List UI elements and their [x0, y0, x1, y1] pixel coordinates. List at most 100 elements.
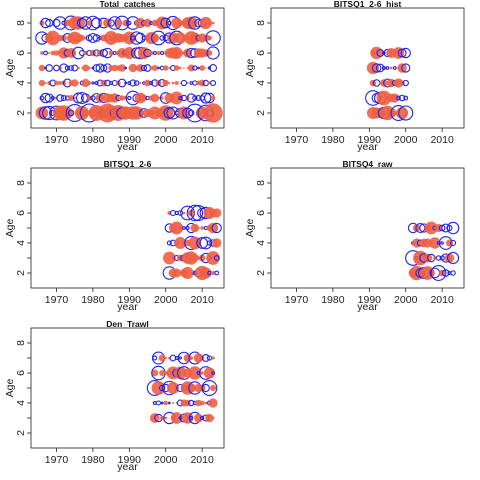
bubble-positive: [163, 65, 169, 71]
bubble-negative: [189, 81, 194, 85]
bubble-positive: [204, 67, 207, 69]
bubble-positive: [211, 21, 215, 25]
bubble-positive: [211, 356, 215, 360]
bubble-positive: [170, 412, 183, 424]
panel-title: Total_catches: [99, 0, 155, 9]
y-tick-label: 6: [255, 50, 267, 56]
bubble-negative: [160, 50, 165, 56]
y-axis-label: Age: [4, 379, 16, 398]
x-tick-label: 1990: [118, 294, 142, 306]
bubbles-2: [162, 204, 222, 281]
x-tick-label: 1990: [118, 454, 142, 466]
bubble-negative: [392, 66, 397, 70]
y-tick-label: 2: [15, 270, 27, 276]
bubble-positive: [150, 93, 160, 103]
bubble-positive: [73, 51, 76, 55]
bubble-negative: [440, 241, 444, 245]
x-tick-label: 2000: [154, 134, 178, 146]
y-tick-label: 4: [15, 400, 27, 406]
bubble-positive: [40, 51, 44, 55]
bubble-positive: [199, 400, 205, 406]
x-axis-label: year: [117, 461, 138, 473]
bubble-negative: [206, 240, 213, 246]
x-tick-label: 1980: [81, 134, 105, 146]
bubble-positive: [200, 226, 204, 230]
bubble-negative: [210, 79, 217, 87]
bubble-positive: [136, 108, 145, 118]
bubble-negative: [201, 380, 218, 396]
bubble-negative: [447, 251, 460, 265]
bubble-positive: [429, 237, 441, 249]
bubble-positive: [128, 63, 138, 73]
y-tick-label: 8: [255, 20, 267, 26]
bubble-positive: [178, 51, 183, 55]
bubble-negative: [371, 63, 382, 73]
bubble-negative: [40, 17, 51, 29]
bubble-positive: [188, 366, 202, 380]
bubble-positive: [82, 109, 89, 117]
x-tick-label: 1980: [81, 454, 105, 466]
x-tick-label: 2000: [394, 294, 418, 306]
bubble-positive: [194, 413, 203, 423]
bubble-positive: [122, 31, 136, 45]
bubble-positive: [205, 413, 214, 423]
x-tick-label: 2010: [430, 134, 454, 146]
x-tick-label: 2000: [154, 454, 178, 466]
bubbles-3: [405, 221, 460, 281]
bubble-positive: [210, 384, 217, 392]
bubble-negative: [104, 79, 111, 87]
bubble-positive: [200, 371, 204, 375]
bubble-positive: [39, 20, 45, 26]
bubble-positive: [173, 65, 180, 71]
x-tick-label: 2010: [190, 454, 214, 466]
bubble-positive: [155, 16, 169, 30]
bubble-positive: [171, 256, 175, 260]
bubble-negative: [127, 20, 132, 26]
bubble-negative: [450, 239, 457, 247]
y-axis-label: Age: [4, 59, 16, 78]
bubble-negative: [158, 384, 166, 392]
bubble-positive: [163, 251, 176, 265]
bubble-positive: [173, 366, 187, 380]
bubble-positive: [181, 266, 194, 280]
bubble-positive: [189, 356, 194, 360]
panel-title: Den_Trawl: [106, 319, 149, 329]
bubble-negative: [180, 79, 188, 87]
bubble-positive: [140, 94, 148, 102]
x-tick-label: 1970: [285, 134, 309, 146]
x-tick-label: 1990: [358, 134, 382, 146]
bubble-negative: [91, 81, 95, 85]
bubble-positive: [74, 105, 90, 121]
bubble-positive: [87, 66, 91, 70]
bubble-negative: [60, 94, 67, 102]
bubble-negative: [188, 399, 195, 407]
bubbles-0: [35, 15, 223, 123]
bubble-negative: [205, 30, 221, 46]
bubble-positive: [211, 416, 215, 420]
bubble-negative: [38, 106, 53, 120]
panel-title: BITSQ4_raw: [342, 159, 392, 169]
bubble-positive: [167, 382, 179, 394]
bubble-negative: [95, 63, 105, 73]
bubble-positive: [114, 19, 123, 27]
bubble-negative: [209, 64, 218, 72]
bubble-positive: [172, 402, 175, 404]
bubble-positive: [35, 106, 49, 120]
y-tick-label: 8: [15, 20, 27, 26]
bubble-negative: [213, 255, 220, 261]
bubble-negative: [43, 50, 48, 56]
bubble-negative: [397, 48, 407, 58]
bubble-positive: [211, 238, 222, 248]
bubble-positive: [168, 81, 171, 85]
bubbles-1: [365, 46, 414, 122]
bubble-positive: [206, 50, 213, 56]
x-tick-label: 2000: [394, 134, 418, 146]
bubble-positive: [171, 81, 175, 85]
bubble-positive: [76, 66, 80, 70]
bubble-negative: [152, 355, 158, 361]
bubble-negative: [129, 79, 137, 87]
y-tick-label: 6: [255, 210, 267, 216]
bubble-positive: [45, 30, 61, 46]
bubble-negative: [44, 93, 54, 103]
bubble-positive: [44, 82, 47, 84]
